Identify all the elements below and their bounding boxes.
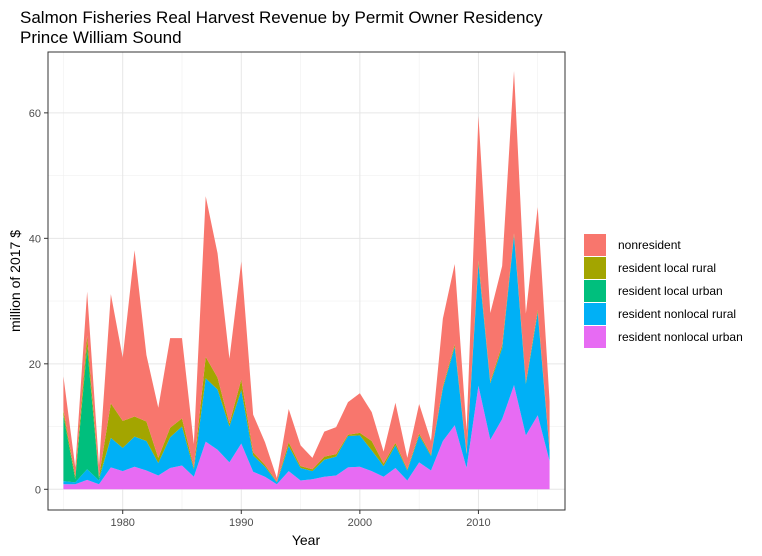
chart-title: Salmon Fisheries Real Harvest Revenue by… [20, 8, 543, 27]
axes: 1980 1990 2000 2010 0 20 40 60 [29, 108, 491, 529]
area-nonresident [63, 70, 550, 482]
y-tick-label: 0 [35, 484, 41, 496]
chart-subtitle: Prince William Sound [20, 28, 182, 47]
legend-swatch [584, 303, 606, 325]
y-tick-label: 60 [29, 108, 41, 120]
legend-label: resident local rural [618, 261, 716, 275]
legend-swatch [584, 280, 606, 302]
legend-label: nonresident [618, 238, 681, 252]
x-tick-label: 1990 [229, 517, 253, 529]
legend-label: resident nonlocal rural [618, 307, 736, 321]
y-axis-title: million of 2017 $ [7, 230, 23, 332]
legend-swatch [584, 234, 606, 256]
plot-border [47, 51, 566, 511]
area-resident-nonlocal-rural [63, 235, 550, 485]
area-resident-nonlocal-urban [63, 385, 550, 490]
x-tick-label: 2010 [466, 517, 490, 529]
legend-swatch [584, 326, 606, 348]
x-axis-title: Year [292, 532, 321, 548]
x-tick-label: 1980 [110, 517, 134, 529]
legend-label: resident nonlocal urban [618, 330, 743, 344]
legend-swatch [584, 257, 606, 279]
x-tick-label: 2000 [348, 517, 372, 529]
stacked-areas [63, 70, 550, 490]
legend-label: resident local urban [618, 284, 723, 298]
legend: nonresident resident local rural resident … [584, 234, 743, 348]
y-tick-label: 20 [29, 359, 41, 371]
y-tick-label: 40 [29, 233, 41, 245]
